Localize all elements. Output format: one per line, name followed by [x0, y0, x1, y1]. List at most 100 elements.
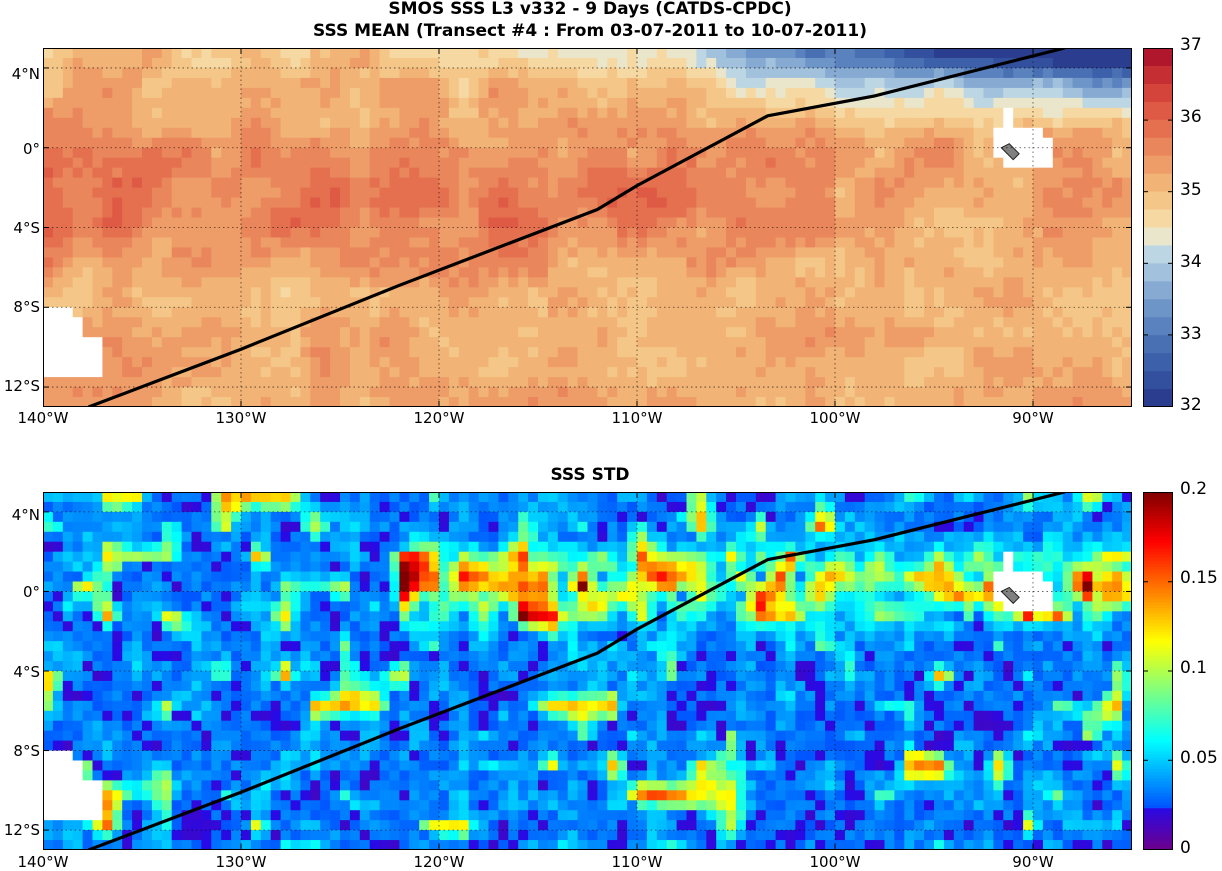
- colorbar-segment: [1143, 832, 1173, 836]
- lon-tick-label: 110°W: [611, 853, 663, 871]
- colorbar-segment: [1143, 668, 1173, 672]
- colorbar-segment: [1143, 245, 1173, 264]
- colorbar-segment: [1143, 844, 1173, 848]
- colorbar-segment: [1143, 644, 1173, 648]
- gridlines: [43, 492, 1132, 850]
- lon-tick-label: 120°W: [413, 853, 465, 871]
- colorbar-segment: [1143, 748, 1173, 753]
- sss-mean-map-svg: [43, 48, 1132, 407]
- colorbar-segment: [1143, 679, 1173, 684]
- colorbar-segment: [1143, 65, 1173, 85]
- lat-tick-label: 8°S: [13, 298, 40, 316]
- colorbar-segment: [1143, 742, 1173, 747]
- colorbar-segment: [1143, 191, 1173, 211]
- colorbar-segment: [1143, 503, 1173, 508]
- colorbar-segment: [1143, 548, 1173, 553]
- colorbar-segment: [1143, 638, 1173, 642]
- colorbar-segment: [1143, 527, 1173, 532]
- colorbar-segment: [1143, 736, 1173, 741]
- sss-std-map: [43, 492, 1132, 850]
- colorbar-segment: [1143, 781, 1173, 785]
- lon-tick-label: 140°W: [17, 409, 69, 427]
- colorbar-segment: [1143, 581, 1173, 585]
- colorbar-segment: [1143, 721, 1173, 726]
- std-colorbar-tick: 0.15: [1180, 568, 1218, 588]
- colorbar-segment: [1143, 497, 1173, 502]
- std-colorbar-tick: 0.2: [1180, 479, 1208, 499]
- colorbar-segment: [1143, 775, 1173, 779]
- colorbar-segment: [1143, 847, 1173, 850]
- colorbar-segment: [1143, 539, 1173, 544]
- colorbar-segment: [1143, 760, 1173, 764]
- title-lower: SSS STD: [550, 465, 630, 485]
- colorbar-segment: [1143, 676, 1173, 681]
- lat-tick-label: 12°S: [3, 821, 40, 839]
- std-colorbar-tick: 0: [1180, 838, 1191, 858]
- colorbar-segment: [1143, 823, 1173, 827]
- colorbar-segment: [1143, 530, 1173, 535]
- mean-colorbar-tick: 36: [1180, 107, 1202, 127]
- colorbar-segment: [1143, 623, 1173, 627]
- sss-std-map-svg: [43, 492, 1132, 850]
- colorbar-segment: [1143, 500, 1173, 505]
- transect-line: [87, 492, 1066, 850]
- colorbar-segment: [1143, 673, 1173, 678]
- colorbar-segment: [1143, 509, 1173, 514]
- colorbar-segment: [1143, 536, 1173, 541]
- colorbar-segment: [1143, 227, 1173, 246]
- colorbar-segment: [1143, 551, 1173, 556]
- colorbar-segment: [1143, 584, 1173, 588]
- colorbar-segment: [1143, 671, 1173, 675]
- colorbar-segment: [1143, 733, 1173, 738]
- colorbar-segment: [1143, 784, 1173, 788]
- colorbar-segment: [1143, 317, 1173, 336]
- colorbar-segment: [1143, 608, 1173, 612]
- std-colorbar: [1143, 492, 1173, 850]
- colorbar-segment: [1143, 632, 1173, 636]
- colorbar-segment: [1143, 566, 1173, 571]
- colorbar-segment: [1143, 769, 1173, 773]
- colorbar-segment: [1143, 620, 1173, 624]
- colorbar-segment: [1143, 614, 1173, 618]
- colorbar-segment: [1143, 641, 1173, 645]
- colorbar-segment: [1143, 712, 1173, 717]
- colorbar-segment: [1143, 263, 1173, 282]
- colorbar-segment: [1143, 730, 1173, 735]
- colorbar-segment: [1143, 787, 1173, 791]
- colorbar-segment: [1143, 793, 1173, 797]
- mean-colorbar: [1143, 48, 1173, 407]
- colorbar-segment: [1143, 653, 1173, 657]
- colorbar-segment: [1143, 805, 1173, 809]
- colorbar-segment: [1143, 629, 1173, 633]
- colorbar-segment: [1143, 763, 1173, 767]
- colorbar-segment: [1143, 518, 1173, 523]
- colorbar-segment: [1143, 718, 1173, 723]
- lat-tick-label: 0°: [22, 140, 40, 158]
- colorbar-segment: [1143, 757, 1173, 761]
- colorbar-segment: [1143, 820, 1173, 824]
- colorbar-segment: [1143, 635, 1173, 639]
- colorbar-segment: [1143, 569, 1173, 574]
- colorbar-segment: [1143, 542, 1173, 547]
- colorbar-segment: [1143, 572, 1173, 577]
- colorbar-segment: [1143, 751, 1173, 756]
- colorbar-segment: [1143, 685, 1173, 690]
- map-cells: [43, 48, 1132, 407]
- colorbar-segment: [1143, 754, 1173, 759]
- colorbar-segment: [1143, 83, 1173, 103]
- colorbar-segment: [1143, 593, 1173, 597]
- mean-colorbar-tick: 33: [1180, 324, 1202, 344]
- colorbar-segment: [1143, 703, 1173, 708]
- lat-tick-label: 8°S: [13, 742, 40, 760]
- colorbar-segment: [1143, 766, 1173, 770]
- colorbar-segment: [1143, 772, 1173, 776]
- mean-colorbar-tick: 35: [1180, 180, 1202, 200]
- mean-colorbar-svg: [1143, 48, 1173, 407]
- colorbar-segment: [1143, 599, 1173, 603]
- colorbar-segment: [1143, 799, 1173, 803]
- colorbar-segment: [1143, 596, 1173, 600]
- std-colorbar-svg: [1143, 492, 1173, 850]
- colorbar-segment: [1143, 688, 1173, 693]
- colorbar-segment: [1143, 494, 1173, 499]
- lat-tick-label: 4°N: [11, 65, 40, 83]
